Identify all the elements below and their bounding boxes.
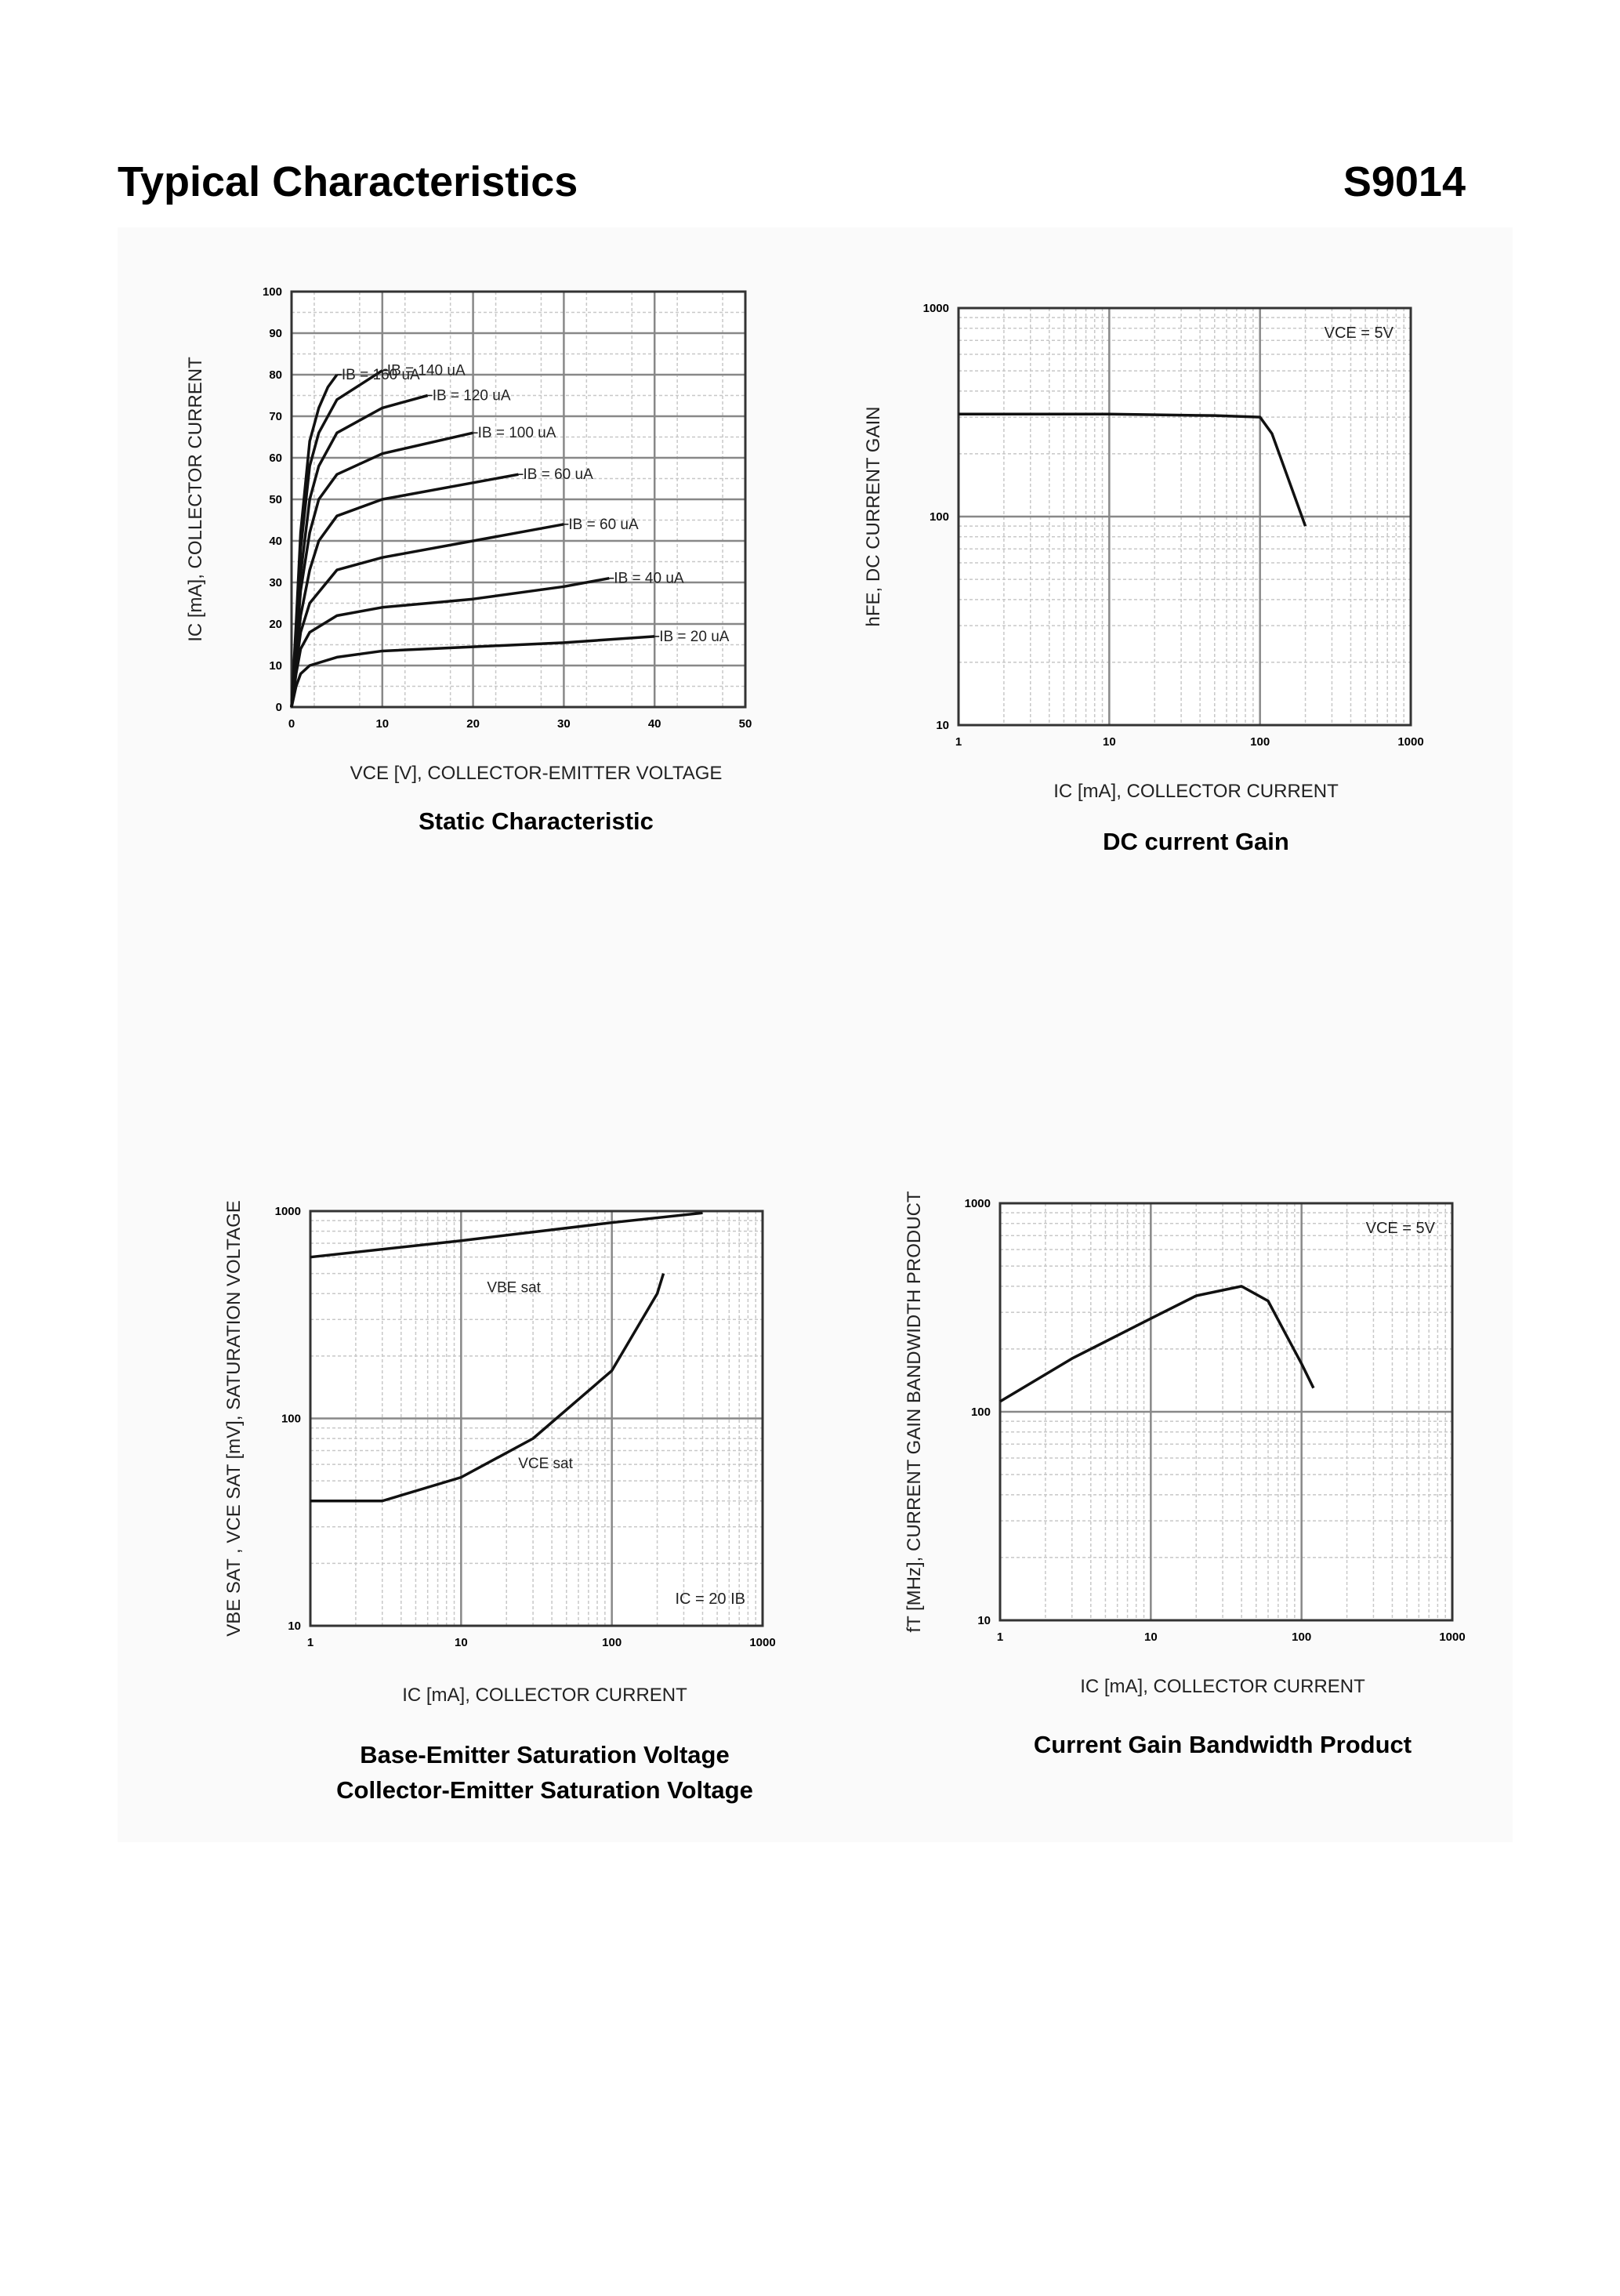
series-label: VCE sat bbox=[518, 1456, 573, 1472]
y-axis-label: hFE, DC CURRENT GAIN bbox=[863, 407, 884, 627]
chart-title: Static Characteristic bbox=[419, 807, 654, 835]
x-axis-label: VCE [V], COLLECTOR-EMITTER VOLTAGE bbox=[350, 763, 723, 784]
page-title: Typical Characteristics bbox=[118, 158, 578, 205]
series-line bbox=[290, 576, 610, 708]
series-label: IB = 60 uA bbox=[524, 466, 594, 483]
annotation: VCE = 5V bbox=[1366, 1220, 1436, 1237]
chart-title: Current Gain Bandwidth Product bbox=[1034, 1731, 1412, 1758]
x-tick-label: 10 bbox=[1144, 1630, 1158, 1644]
x-tick-label: 1 bbox=[307, 1636, 313, 1649]
chart-title: DC current Gain bbox=[1103, 828, 1289, 855]
x-tick-label: 10 bbox=[375, 717, 389, 731]
series-label: VBE sat bbox=[487, 1279, 541, 1296]
y-tick-label: 10 bbox=[269, 659, 282, 673]
y-tick-label: 100 bbox=[971, 1406, 991, 1419]
x-axis-label: IC [mA], COLLECTOR CURRENT bbox=[1053, 781, 1339, 802]
series-label: IB = 40 uA bbox=[614, 571, 684, 587]
y-axis-label: fT [MHz], CURRENT GAIN BANDWIDTH PRODUCT bbox=[904, 1191, 925, 1632]
series-line bbox=[310, 1273, 665, 1503]
chart-title: Base-Emitter Saturation Voltage bbox=[360, 1741, 729, 1768]
y-axis-label: IC [mA], COLLECTOR CURRENT bbox=[185, 357, 206, 642]
series-line bbox=[310, 1211, 703, 1259]
y-tick-label: 20 bbox=[269, 618, 282, 631]
series-label: IB = 160 uA bbox=[342, 367, 420, 383]
chart-title: Collector-Emitter Saturation Voltage bbox=[336, 1776, 753, 1804]
x-tick-label: 100 bbox=[602, 1636, 622, 1649]
y-tick-label: 70 bbox=[269, 410, 282, 423]
y-axis-label: VBE SAT , VCE SAT [mV], SATURATION VOLTA… bbox=[223, 1200, 245, 1637]
y-tick-label: 10 bbox=[288, 1620, 301, 1633]
plot-frame bbox=[290, 290, 747, 709]
annotation: IC = 20 IB bbox=[676, 1591, 746, 1608]
y-tick-label: 100 bbox=[281, 1413, 301, 1426]
x-tick-label: 1 bbox=[955, 735, 962, 749]
plot-frame bbox=[309, 1210, 764, 1627]
series-line bbox=[999, 1285, 1315, 1403]
y-tick-label: 100 bbox=[930, 510, 949, 524]
y-tick-label: 10 bbox=[977, 1614, 991, 1627]
plot-frame bbox=[998, 1202, 1454, 1622]
x-axis-label: IC [mA], COLLECTOR CURRENT bbox=[402, 1685, 687, 1706]
x-tick-label: 100 bbox=[1292, 1630, 1311, 1644]
y-tick-label: 100 bbox=[263, 285, 282, 299]
series-line bbox=[290, 635, 655, 708]
y-tick-label: 40 bbox=[269, 535, 282, 548]
y-tick-label: 90 bbox=[269, 327, 282, 340]
x-tick-label: 100 bbox=[1250, 735, 1270, 749]
y-tick-label: 10 bbox=[936, 719, 949, 732]
series-label: IB = 20 uA bbox=[659, 629, 730, 645]
x-tick-label: 20 bbox=[466, 717, 480, 731]
series-label: IB = 60 uA bbox=[568, 517, 639, 533]
series-label: IB = 100 uA bbox=[478, 425, 556, 441]
series-label: IB = 120 uA bbox=[433, 388, 511, 404]
series-line bbox=[959, 412, 1307, 527]
x-tick-label: 40 bbox=[648, 717, 661, 731]
y-tick-label: 0 bbox=[276, 701, 282, 714]
series-line bbox=[290, 373, 339, 708]
plot-frame bbox=[957, 306, 1412, 727]
x-tick-label: 0 bbox=[288, 717, 295, 731]
y-tick-label: 50 bbox=[269, 493, 282, 506]
x-tick-label: 1000 bbox=[749, 1636, 775, 1649]
y-tick-label: 60 bbox=[269, 452, 282, 465]
x-tick-label: 1000 bbox=[1439, 1630, 1465, 1644]
x-tick-label: 30 bbox=[557, 717, 571, 731]
part-number: S9014 bbox=[1343, 158, 1466, 205]
y-tick-label: 1000 bbox=[923, 302, 949, 315]
x-tick-label: 10 bbox=[1103, 735, 1116, 749]
annotation: VCE = 5V bbox=[1325, 325, 1394, 342]
y-tick-label: 1000 bbox=[965, 1197, 991, 1210]
x-tick-label: 50 bbox=[739, 717, 752, 731]
y-tick-label: 80 bbox=[269, 368, 282, 382]
x-axis-label: IC [mA], COLLECTOR CURRENT bbox=[1080, 1676, 1365, 1697]
y-tick-label: 30 bbox=[269, 576, 282, 589]
y-tick-label: 1000 bbox=[275, 1205, 301, 1218]
x-tick-label: 1 bbox=[997, 1630, 1003, 1644]
x-tick-label: 1000 bbox=[1397, 735, 1423, 749]
x-tick-label: 10 bbox=[455, 1636, 468, 1649]
series-label: IB = 140 uA bbox=[387, 363, 466, 379]
